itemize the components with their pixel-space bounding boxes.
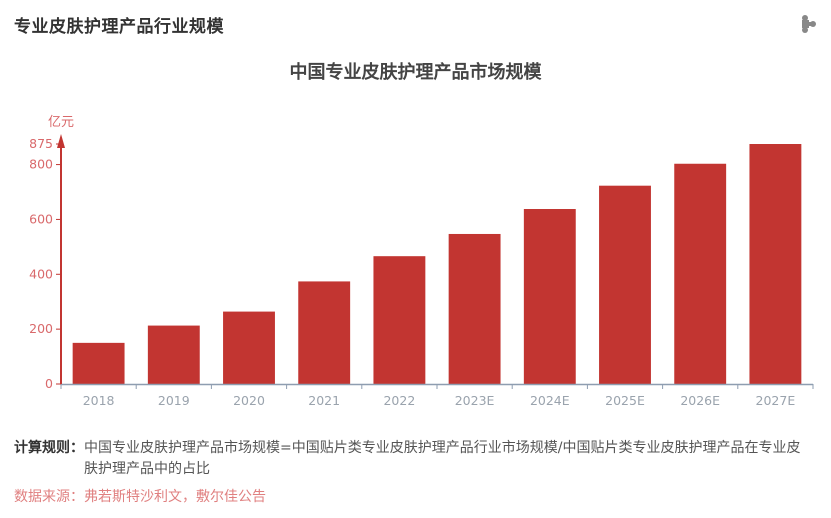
x-tick-label: 2021 <box>308 393 340 408</box>
x-tick-label: 2019 <box>158 393 190 408</box>
bar-2025E[interactable] <box>599 185 651 384</box>
calculation-rule: 计算规则：中国专业皮肤护理产品市场规模=中国贴片类专业皮肤护理产品行业市场规模/… <box>14 438 822 480</box>
y-tick-label: 800 <box>29 157 53 172</box>
y-axis-unit-label: 亿元 <box>48 115 74 130</box>
page-title: 专业皮肤护理产品行业规模 <box>14 17 224 37</box>
bar-2023E[interactable] <box>448 233 501 384</box>
x-tick-label: 2022 <box>383 393 415 408</box>
x-tick-label: 2020 <box>233 393 265 408</box>
bar-2027E[interactable] <box>749 144 802 384</box>
bar-2024E[interactable] <box>523 209 576 384</box>
y-tick-label: 200 <box>29 321 53 336</box>
x-tick-label: 2026E <box>680 393 720 408</box>
data-source: 数据来源：弗若斯特沙利文，敷尔佳公告 <box>14 489 266 505</box>
share-icon[interactable] <box>798 14 818 34</box>
y-tick-label: 875 <box>29 136 53 151</box>
y-tick-label: 600 <box>29 211 53 226</box>
bar-2021[interactable] <box>298 281 351 384</box>
x-tick-label: 2018 <box>83 393 115 408</box>
x-tick-label: 2024E <box>530 393 570 408</box>
chart-title: 中国专业皮肤护理产品市场规模 <box>289 62 542 83</box>
y-tick-label: 400 <box>29 266 53 281</box>
x-tick-label: 2027E <box>756 393 796 408</box>
bar-2020[interactable] <box>223 311 275 384</box>
x-tick-label: 2023E <box>455 393 495 408</box>
y-tick-label: 0 <box>45 376 53 391</box>
bar-2019[interactable] <box>147 325 200 384</box>
bar-2026E[interactable] <box>674 163 727 384</box>
bar-2018[interactable] <box>72 342 125 384</box>
rule-text: 中国专业皮肤护理产品市场规模=中国贴片类专业皮肤护理产品行业市场规模/中国贴片类… <box>84 440 801 477</box>
rule-label: 计算规则： <box>14 440 84 456</box>
bar-2022[interactable] <box>373 256 426 384</box>
bar-chart: 2018 2019 2020 2021 2022 2023E 2024E 2025E 2026E… <box>29 115 814 408</box>
x-tick-label: 2025E <box>605 393 645 408</box>
